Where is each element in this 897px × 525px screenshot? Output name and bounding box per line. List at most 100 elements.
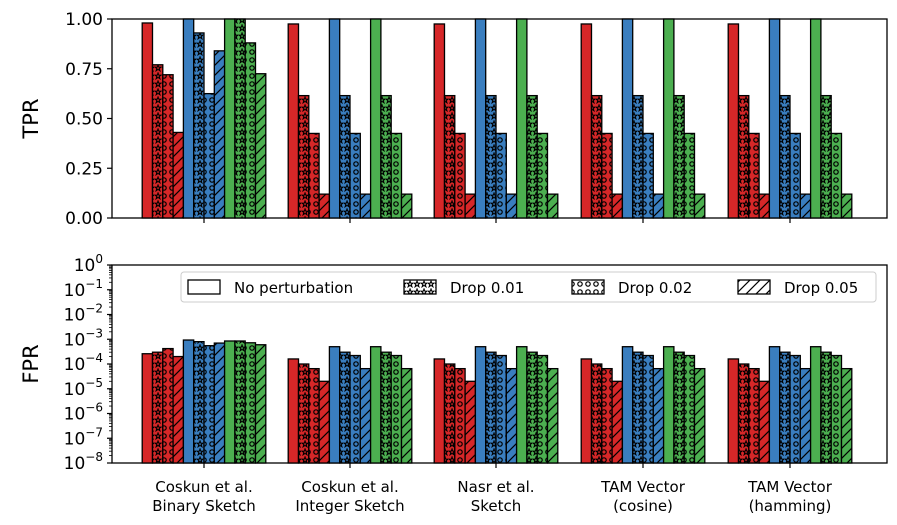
bar-hatch	[591, 364, 602, 463]
bar	[433, 23, 446, 219]
bar-hatch	[643, 355, 654, 463]
bar-hatch	[193, 341, 204, 463]
bar-hatch	[759, 194, 770, 218]
bar-hatch	[152, 352, 163, 463]
category-label: Integer Sketch	[295, 497, 404, 515]
bar-hatch	[401, 368, 412, 463]
bar-hatch	[684, 355, 695, 463]
bar-hatch	[162, 348, 174, 463]
legend-swatch-hatch	[738, 280, 770, 294]
legend-box	[180, 271, 877, 303]
bar-hatch	[800, 194, 811, 218]
bar	[621, 346, 634, 464]
legend: No perturbation Drop 0.01 Drop 0.02 Drop 0.…	[180, 271, 877, 303]
bar	[727, 23, 740, 219]
bar-hatch	[506, 194, 517, 218]
bar-hatch	[537, 355, 548, 463]
bar	[580, 23, 593, 219]
category-label: (cosine)	[613, 497, 673, 515]
bar-hatch	[162, 74, 174, 218]
bar-hatch	[759, 381, 770, 463]
bar	[768, 346, 781, 464]
y-tick-label: 0.25	[65, 159, 103, 179]
bar-hatch	[339, 95, 350, 218]
bar-hatch	[643, 133, 654, 218]
bar-hatch	[779, 95, 790, 218]
bar-hatch	[506, 368, 517, 463]
bar-hatch	[214, 50, 225, 219]
bar-hatch	[841, 194, 852, 218]
y-axis-label: FPR	[19, 344, 43, 383]
y-tick-label: 0.75	[65, 60, 103, 80]
bar-hatch	[684, 133, 695, 218]
tpr-panel: 0.00 0.25 0.50 0.75 1.00 TPR	[19, 10, 888, 229]
bar	[662, 18, 675, 219]
bar-hatch	[653, 194, 664, 218]
bar-hatch	[496, 133, 507, 218]
y-axis-label: TPR	[19, 98, 43, 139]
bar-hatch	[255, 73, 266, 218]
y-tick-label: 0.50	[65, 110, 103, 130]
bar-hatch	[831, 133, 842, 218]
bar-hatch	[694, 194, 705, 218]
y-tick-label: 0.00	[65, 209, 103, 229]
bar-hatch	[234, 340, 246, 463]
bar-hatch	[298, 95, 309, 218]
bar-hatch	[234, 19, 246, 218]
bar-hatch	[360, 194, 371, 218]
bar-hatch	[245, 42, 256, 218]
bar-hatch	[496, 355, 507, 463]
bar-hatch	[673, 352, 685, 463]
bar-hatch	[391, 133, 402, 218]
bar	[141, 353, 154, 464]
bar-hatch	[204, 93, 215, 218]
y-tick-label: 10−2	[64, 302, 103, 326]
bar-hatch	[454, 133, 466, 218]
bar-hatch	[526, 352, 538, 463]
bar	[287, 358, 300, 464]
bar-hatch	[173, 132, 184, 218]
bar	[369, 18, 382, 219]
bar-hatch	[204, 345, 215, 463]
bar	[621, 18, 634, 219]
bar	[141, 22, 154, 219]
y-tick-label: 10−5	[64, 376, 103, 400]
legend-swatch	[187, 279, 221, 295]
bar	[328, 18, 341, 219]
bar-hatch	[360, 368, 371, 463]
bar-hatch	[380, 95, 392, 218]
bar-hatch	[547, 368, 558, 463]
y-tick-label: 1.00	[65, 10, 103, 30]
bar	[223, 340, 236, 464]
y-tick-label: 100	[74, 252, 103, 276]
bar	[809, 18, 822, 219]
bar	[474, 346, 487, 464]
bar	[369, 346, 382, 464]
bar	[474, 18, 487, 219]
legend-swatch-hatch	[404, 280, 436, 294]
bar-hatch	[193, 32, 204, 219]
bar-hatch	[454, 368, 466, 463]
category-label: Coskun et al.	[301, 478, 398, 496]
bar-hatch	[653, 368, 664, 463]
category-label: Coskun et al.	[155, 478, 252, 496]
bar-hatch	[245, 342, 256, 463]
bar-hatch	[673, 95, 685, 218]
bar-hatch	[444, 95, 455, 218]
bar-hatch	[748, 368, 760, 463]
bar	[515, 18, 528, 219]
bar-hatch	[612, 381, 623, 463]
category-label: Binary Sketch	[152, 497, 256, 515]
bar-hatch	[591, 95, 602, 218]
y-tick-label: 10−7	[64, 425, 103, 449]
legend-label: Drop 0.02	[618, 279, 692, 297]
bar	[182, 18, 195, 219]
bar	[433, 358, 446, 464]
bar-hatch	[350, 133, 361, 218]
bar-hatch	[308, 368, 320, 463]
bar	[515, 346, 528, 464]
bar-hatch	[831, 355, 842, 463]
bar-hatch	[444, 364, 455, 463]
bar	[809, 346, 822, 464]
